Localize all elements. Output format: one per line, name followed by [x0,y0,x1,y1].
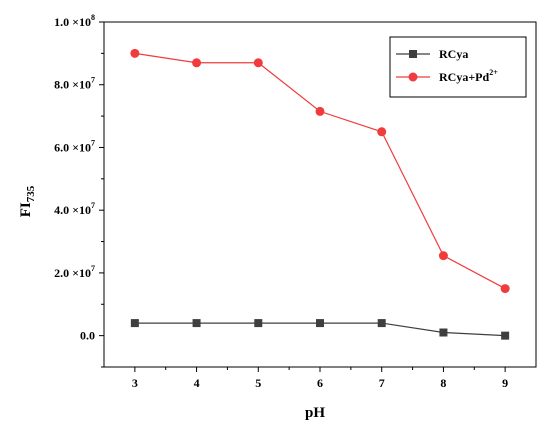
data-point [254,319,263,328]
y-tick-label: 1.0 ×108 [54,13,95,29]
y-tick-times: ×10 [69,15,91,29]
data-point [377,127,387,137]
y-tick-mantissa: 2.0 [54,266,69,280]
y-tick-exponent: 7 [91,138,95,147]
data-point [130,48,140,58]
legend: RCya RCya+Pd2+ [389,36,527,98]
y-tick-mantissa: 4.0 [54,203,69,217]
y-tick-mantissa: 6.0 [54,140,69,154]
y-tick-label: 8.0 ×107 [54,76,95,92]
series-layer [130,48,510,340]
y-axis-title-main: FI [18,202,34,217]
x-tick-label: 9 [502,376,508,390]
y-tick-label: 4.0 ×107 [54,201,95,217]
y-tick-exponent: 7 [91,201,95,210]
y-tick-label: 2.0 ×107 [54,264,95,280]
y-tick-label: 0.0 [80,329,95,343]
x-tick-label: 4 [194,376,200,390]
y-tick-mantissa: 1.0 [54,15,69,29]
legend-box [389,36,527,98]
y-tick-times: ×10 [69,203,91,217]
y-axis-title: FI735 [18,185,37,217]
y-axis-title-group: FI735 [18,185,37,217]
legend-label: RCya+Pd2+ [439,68,498,84]
y-tick-exponent: 7 [91,76,95,85]
legend-marker [409,50,417,58]
x-tick-label: 3 [132,376,138,390]
data-point [315,106,325,116]
data-point [130,319,139,328]
x-tick-label: 5 [255,376,261,390]
data-point [377,319,386,328]
x-tick-label: 8 [440,376,446,390]
legend-label: RCya [439,47,468,61]
data-point [316,319,324,328]
data-point [439,328,448,337]
data-point [500,284,510,294]
data-point [192,58,202,68]
series-1 [130,319,510,340]
y-tick-exponent: 8 [91,13,95,22]
y-tick-mantissa: 0.0 [80,329,95,343]
y-tick-times: ×10 [69,140,91,154]
y-tick-exponent: 7 [91,264,95,273]
legend-label-text: RCya [439,47,468,61]
legend-label-sup: 2+ [489,68,498,77]
legend-marker [408,72,418,82]
data-point [438,251,448,261]
x-tick-label: 6 [317,376,323,390]
data-point [501,331,510,340]
y-tick-label: 6.0 ×107 [54,138,95,154]
y-axis-title-sub: 735 [25,185,37,202]
y-tick-times: ×10 [69,266,91,280]
x-tick-label: 7 [379,376,385,390]
y-tick-mantissa: 8.0 [54,78,69,92]
series-2 [130,48,510,294]
y-tick-times: ×10 [69,78,91,92]
legend-label-text: RCya+Pd [439,70,490,84]
x-axis-title: pH [305,405,325,421]
data-point [253,58,263,68]
data-point [192,319,201,328]
